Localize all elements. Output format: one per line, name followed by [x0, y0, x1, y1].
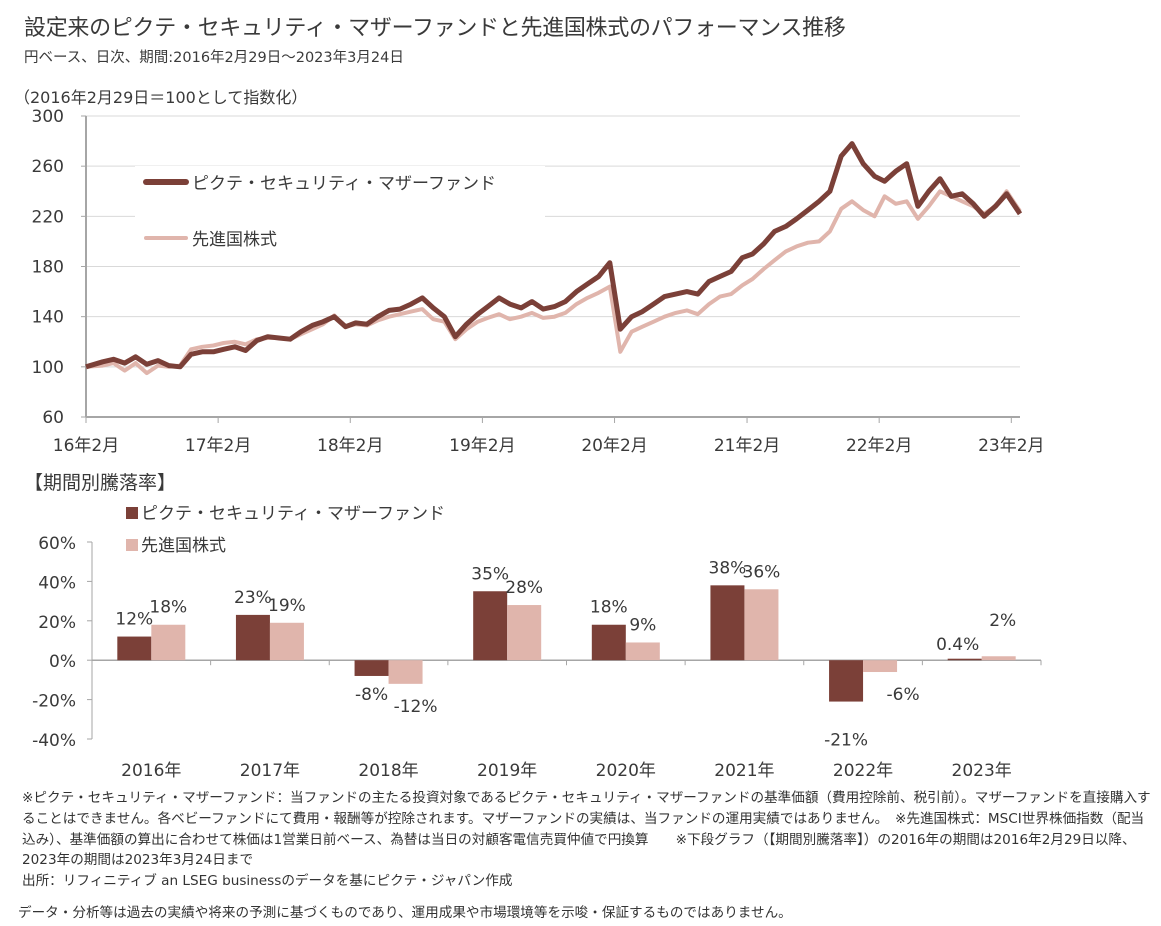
- x-tick-label: 19年2月: [449, 436, 515, 456]
- data-label: 19%: [268, 596, 306, 616]
- bar-fund: [947, 658, 982, 661]
- data-label: -21%: [824, 731, 868, 751]
- bar-fund: [710, 585, 745, 661]
- data-label: 12%: [115, 610, 153, 630]
- chart-title: 設定来のピクテ・セキュリティ・マザーファンドと先進国株式のパフォーマンス推移: [24, 16, 846, 41]
- bar-fund: [117, 636, 152, 661]
- series-line-developed: [85, 189, 1022, 376]
- bar-developed: [981, 656, 1016, 661]
- bar-developed: [744, 589, 779, 661]
- legend-label: 先進国株式: [192, 230, 277, 250]
- y-tick-label: -20%: [32, 692, 76, 712]
- y-tick-label: 300: [32, 107, 64, 127]
- bar-chart-data-labels: 12%18% 23%19%-8%-12%35%28%18%9%38%36%-21%…: [115, 558, 1016, 750]
- y-tick-label: 140: [32, 308, 64, 328]
- data-label: 28%: [505, 578, 543, 598]
- y-tick-label: 260: [32, 157, 64, 177]
- data-label: -6%: [887, 685, 920, 705]
- data-label: 35%: [471, 564, 509, 584]
- x-tick-label: 2023年: [952, 761, 1012, 781]
- legend-background: [135, 166, 545, 256]
- line-chart-x-ticks: 16年2月 17年2月 18年2月 19年2月 20年2月 21年2月 22年2月 23年2月: [53, 417, 1045, 456]
- x-tick-label: 2021年: [714, 761, 774, 781]
- x-tick-label: 16年2月: [53, 436, 119, 456]
- data-label: 0.4%: [936, 635, 979, 655]
- disclaimer: データ・分析等は過去の実績や将来の予測に基づくものであり、運用成果や市場環境等を…: [18, 905, 792, 921]
- bar-developed: [151, 624, 186, 661]
- data-label: 36%: [743, 562, 781, 582]
- data-label: 9%: [629, 615, 656, 635]
- y-tick-label: 0%: [49, 652, 76, 672]
- x-tick-label: 22年2月: [846, 436, 912, 456]
- index-note: （2016年2月29日＝100として指数化）: [14, 88, 308, 107]
- x-tick-label: 17年2月: [185, 436, 251, 456]
- chart-subtitle: 円ベース、日次、期間:2016年2月29日～2023年3月24日: [24, 50, 404, 66]
- x-tick-label: 2016年: [121, 761, 181, 781]
- bar-fund: [354, 660, 389, 676]
- data-label: -8%: [355, 685, 388, 705]
- bar-fund: [473, 591, 508, 661]
- bar-chart: 60% 40% 20% 0% -20% -40% 2016年 2017年 2018年 2019年 2…: [32, 504, 1042, 781]
- x-tick-label: 2020年: [596, 761, 656, 781]
- data-label: 2%: [989, 611, 1016, 631]
- legend-label: ピクテ・セキュリティ・マザーファンド: [192, 174, 496, 194]
- series-line-fund: [85, 141, 1023, 370]
- x-tick-label: 2019年: [477, 761, 537, 781]
- legend-swatch: [126, 539, 138, 551]
- data-label: -12%: [394, 697, 438, 717]
- bar-developed: [863, 660, 898, 673]
- bar-developed: [269, 622, 304, 661]
- x-tick-label: 2018年: [358, 761, 418, 781]
- y-tick-label: 100: [32, 358, 64, 378]
- legend-label: ピクテ・セキュリティ・マザーファンド: [141, 504, 445, 524]
- bar-developed: [507, 605, 542, 661]
- y-tick-label: -40%: [32, 731, 76, 751]
- y-tick-label: 60: [42, 408, 64, 428]
- line-chart-series: [85, 141, 1023, 376]
- x-tick-label: 23年2月: [978, 436, 1044, 456]
- y-tick-label: 60%: [38, 534, 76, 554]
- y-tick-label: 220: [32, 207, 64, 227]
- line-chart: 300 260 220 180 140 100 60 16年2月 17年2月 18年2月 19年2…: [32, 107, 1045, 456]
- x-tick-label: 20年2月: [581, 436, 647, 456]
- data-label: 18%: [590, 598, 628, 618]
- bar-developed: [625, 642, 660, 661]
- data-label: 18%: [149, 598, 187, 618]
- data-label: 23%: [234, 588, 272, 608]
- section-title: 【期間別騰落率】: [24, 472, 177, 494]
- bar-fund: [235, 614, 270, 661]
- bar-fund: [591, 624, 626, 661]
- x-tick-label: 18年2月: [317, 436, 383, 456]
- y-tick-label: 40%: [38, 573, 76, 593]
- x-tick-label: 2017年: [240, 761, 300, 781]
- y-tick-label: 180: [32, 258, 64, 278]
- bar-chart-bars: [117, 585, 1016, 702]
- footnote-source: 出所：リフィニティブ an LSEG businessのデータを基にピクテ・ジャ…: [22, 873, 513, 890]
- footnotes: ※ピクテ・セキュリティ・マザーファンド：当ファンドの主たる投資対象であるピクテ・…: [22, 788, 1152, 892]
- x-tick-label: 21年2月: [714, 436, 780, 456]
- legend-swatch: [126, 507, 138, 519]
- y-tick-label: 20%: [38, 613, 76, 633]
- data-label: 38%: [709, 558, 747, 578]
- x-tick-label: 2022年: [833, 761, 893, 781]
- legend-label: 先進国株式: [141, 536, 226, 556]
- line-chart-y-ticks: 300 260 220 180 140 100 60: [32, 107, 86, 428]
- bar-fund: [829, 660, 864, 702]
- footnote-methodology: ※ピクテ・セキュリティ・マザーファンド：当ファンドの主たる投資対象であるピクテ・…: [22, 790, 1151, 869]
- bar-developed: [388, 660, 423, 684]
